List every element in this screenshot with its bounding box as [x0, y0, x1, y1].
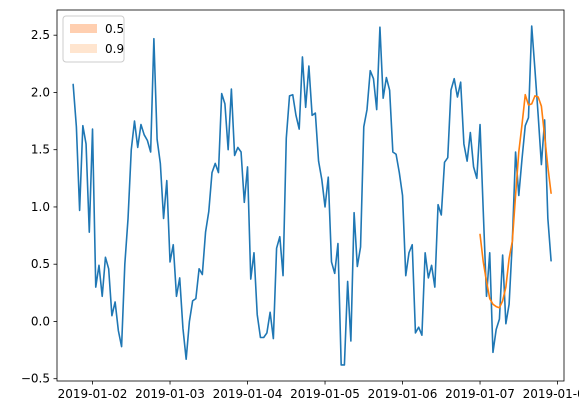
x-tick-label: 2019-01-03 — [135, 387, 205, 401]
legend: 0.50.9 — [62, 15, 125, 63]
y-tick-label: 0.0 — [31, 314, 50, 328]
x-tick-label: 2019-01-04 — [213, 387, 283, 401]
x-tick-label: 2019-01-02 — [58, 387, 128, 401]
x-tick-label: 2019-01-05 — [290, 387, 360, 401]
series-line-forecast-median — [479, 93, 552, 309]
legend-label: 0.5 — [105, 22, 124, 36]
legend-swatch — [70, 24, 97, 33]
y-tick-label: 1.5 — [31, 143, 50, 157]
y-tick-label: 0.5 — [31, 257, 50, 271]
x-tick-label: 2019-01-06 — [368, 387, 438, 401]
x-tick-label: 2019-01-08 — [523, 387, 579, 401]
plot-frame — [56, 9, 565, 382]
y-tick-label: 1.0 — [31, 200, 50, 214]
x-tick-label: 2019-01-07 — [445, 387, 515, 401]
x-axis: 2019-01-02 2019-01-03 2019-01-04 2019-01-05… — [58, 381, 579, 401]
y-tick-label: 2.5 — [31, 28, 50, 42]
y-tick-label: 2.0 — [31, 85, 50, 99]
legend-swatch — [70, 44, 97, 53]
y-axis: −0.5 0.0 0.5 1.0 1.5 2.0 2.5 — [21, 28, 57, 386]
legend-label: 0.9 — [105, 42, 124, 56]
y-tick-label: −0.5 — [21, 372, 50, 386]
plot-area — [56, 9, 565, 382]
series-line-observed — [72, 25, 552, 366]
